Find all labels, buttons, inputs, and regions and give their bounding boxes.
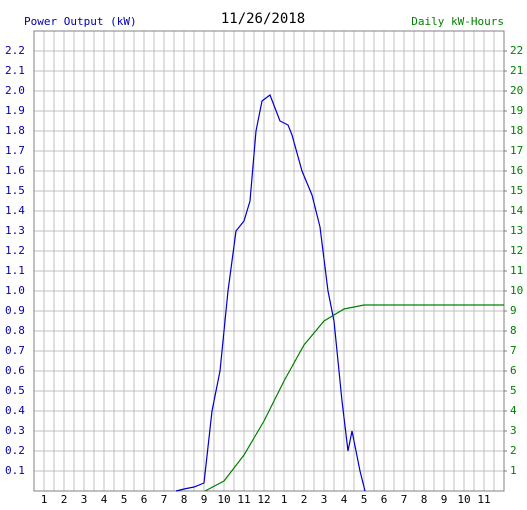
y-tick-label: 1.9 bbox=[5, 104, 25, 117]
y2-tick-label: 21 bbox=[510, 64, 523, 77]
x-tick-label: 3 bbox=[321, 493, 328, 506]
x-tick-label: 6 bbox=[381, 493, 388, 506]
x-tick-label: 8 bbox=[181, 493, 188, 506]
y-tick-label: 1.6 bbox=[5, 164, 25, 177]
y-tick-label: 2.2 bbox=[5, 44, 25, 57]
x-tick-label: 7 bbox=[401, 493, 408, 506]
x-tick-label: 9 bbox=[441, 493, 448, 506]
x-tick-label: 9 bbox=[201, 493, 208, 506]
x-tick-label: 10 bbox=[457, 493, 470, 506]
y2-tick-label: 17 bbox=[510, 144, 523, 157]
y-tick-label: 2.0 bbox=[5, 84, 25, 97]
y-tick-label: 0.3 bbox=[5, 424, 25, 437]
x-tick-label: 7 bbox=[161, 493, 168, 506]
y-tick-label: 0.5 bbox=[5, 384, 25, 397]
y-tick-label: 1.3 bbox=[5, 224, 25, 237]
y2-tick-label: 3 bbox=[510, 424, 517, 437]
x-tick-label: 8 bbox=[421, 493, 428, 506]
y2-axis-title: Daily kW-Hours bbox=[411, 15, 504, 28]
y2-tick-label: 7 bbox=[510, 344, 517, 357]
y-tick-label: 1.8 bbox=[5, 124, 25, 137]
y-axis-title: Power Output (kW) bbox=[24, 15, 137, 28]
y2-tick-label: 13 bbox=[510, 224, 523, 237]
y2-tick-label: 18 bbox=[510, 124, 523, 137]
y2-tick-label: 20 bbox=[510, 84, 523, 97]
y-tick-label: 0.7 bbox=[5, 344, 25, 357]
y2-tick-label: 10 bbox=[510, 284, 523, 297]
y-tick-label: 0.2 bbox=[5, 444, 25, 457]
y2-tick-label: 9 bbox=[510, 304, 517, 317]
y2-tick-label: 19 bbox=[510, 104, 523, 117]
y-tick-label: 1.7 bbox=[5, 144, 25, 157]
x-tick-label: 11 bbox=[237, 493, 250, 506]
y-tick-label: 1.2 bbox=[5, 244, 25, 257]
x-tick-label: 4 bbox=[341, 493, 348, 506]
x-tick-label: 3 bbox=[81, 493, 88, 506]
x-tick-label: 10 bbox=[217, 493, 230, 506]
x-tick-label: 1 bbox=[281, 493, 288, 506]
x-tick-label: 5 bbox=[361, 493, 368, 506]
plot-area bbox=[33, 30, 505, 492]
y2-tick-label: 15 bbox=[510, 184, 523, 197]
y-tick-label: 0.9 bbox=[5, 304, 25, 317]
x-tick-label: 5 bbox=[121, 493, 128, 506]
y-tick-label: 0.8 bbox=[5, 324, 25, 337]
y2-tick-label: 16 bbox=[510, 164, 523, 177]
x-tick-label: 12 bbox=[257, 493, 270, 506]
y-tick-label: 1.5 bbox=[5, 184, 25, 197]
y2-tick-label: 11 bbox=[510, 264, 523, 277]
plot-border bbox=[33, 30, 505, 492]
y-tick-label: 0.1 bbox=[5, 464, 25, 477]
x-tick-label: 2 bbox=[61, 493, 68, 506]
x-tick-label: 4 bbox=[101, 493, 108, 506]
series-line bbox=[204, 304, 504, 492]
y-tick-label: 2.1 bbox=[5, 64, 25, 77]
chart-title: 11/26/2018 bbox=[221, 11, 305, 27]
y-tick-label: 1.1 bbox=[5, 264, 25, 277]
y2-tick-label: 6 bbox=[510, 364, 517, 377]
y2-tick-label: 14 bbox=[510, 204, 524, 217]
y-tick-label: 0.4 bbox=[5, 404, 25, 417]
y2-tick-label: 2 bbox=[510, 444, 517, 457]
y-tick-label: 1.4 bbox=[5, 204, 25, 217]
y2-tick-label: 5 bbox=[510, 384, 517, 397]
series-line bbox=[175, 94, 366, 492]
y-tick-label: 1.0 bbox=[5, 284, 25, 297]
y2-tick-label: 8 bbox=[510, 324, 517, 337]
x-tick-label: 2 bbox=[301, 493, 308, 506]
y2-tick-label: 4 bbox=[510, 404, 517, 417]
y2-tick-label: 22 bbox=[510, 44, 523, 57]
x-tick-label: 11 bbox=[477, 493, 490, 506]
y2-tick-label: 12 bbox=[510, 244, 523, 257]
y2-tick-label: 1 bbox=[510, 464, 517, 477]
x-tick-label: 6 bbox=[141, 493, 148, 506]
y-tick-label: 0.6 bbox=[5, 364, 25, 377]
x-tick-label: 1 bbox=[41, 493, 48, 506]
